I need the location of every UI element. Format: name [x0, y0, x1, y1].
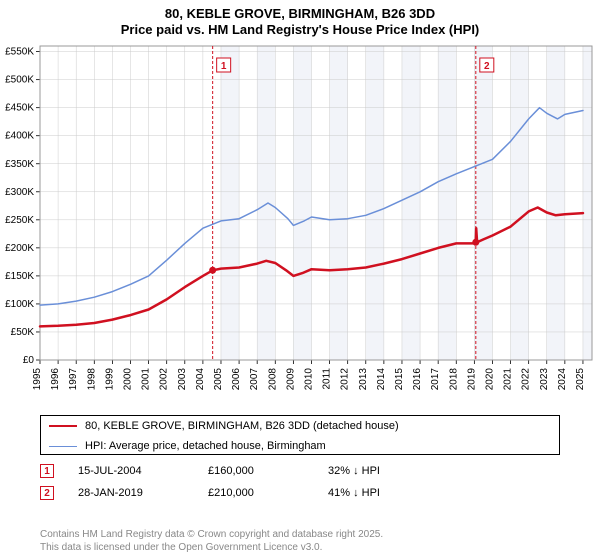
chart-title-address: 80, KEBLE GROVE, BIRMINGHAM, B26 3DD	[0, 6, 600, 22]
footer-line2: This data is licensed under the Open Gov…	[40, 542, 580, 555]
legend-row-subject: 80, KEBLE GROVE, BIRMINGHAM, B26 3DD (de…	[41, 416, 559, 436]
svg-text:£300K: £300K	[5, 187, 34, 198]
svg-text:2010: 2010	[303, 368, 314, 391]
svg-text:2015: 2015	[394, 368, 405, 391]
svg-text:1996: 1996	[50, 368, 61, 391]
svg-text:2000: 2000	[122, 368, 133, 391]
legend-row-hpi: HPI: Average price, detached house, Birm…	[41, 436, 559, 456]
svg-text:2019: 2019	[466, 368, 477, 391]
footer-attribution: Contains HM Land Registry data © Crown c…	[40, 529, 580, 554]
svg-text:2018: 2018	[448, 368, 459, 391]
legend: 80, KEBLE GROVE, BIRMINGHAM, B26 3DD (de…	[40, 415, 560, 455]
svg-text:1999: 1999	[104, 368, 115, 391]
sale-marker-1-icon: 1	[40, 464, 54, 478]
svg-text:£100K: £100K	[5, 299, 34, 310]
svg-text:2014: 2014	[376, 368, 387, 391]
svg-text:2006: 2006	[231, 368, 242, 391]
svg-text:2022: 2022	[521, 368, 532, 391]
svg-text:2023: 2023	[539, 368, 550, 391]
line-chart-svg: 1995 1996 1997 1998 1999 2000 2001 2002 2003 2004…	[0, 40, 600, 410]
svg-text:2008: 2008	[267, 368, 278, 391]
legend-swatch-hpi	[49, 446, 77, 447]
svg-text:2004: 2004	[195, 368, 206, 391]
svg-text:£50K: £50K	[11, 327, 35, 338]
sale-marker-2-icon: 2	[40, 486, 54, 500]
sale-1-price: £160,000	[208, 465, 328, 477]
svg-text:2016: 2016	[412, 368, 423, 391]
svg-text:2007: 2007	[249, 368, 260, 391]
legend-label-hpi: HPI: Average price, detached house, Birm…	[85, 440, 326, 452]
svg-text:1997: 1997	[68, 368, 79, 391]
svg-text:2025: 2025	[575, 368, 586, 391]
sale-1-date: 15-JUL-2004	[78, 465, 208, 477]
svg-text:1998: 1998	[86, 368, 97, 391]
svg-text:2: 2	[484, 61, 490, 72]
svg-text:£350K: £350K	[5, 159, 34, 170]
svg-text:£200K: £200K	[5, 243, 34, 254]
svg-text:£450K: £450K	[5, 103, 34, 114]
svg-text:2020: 2020	[484, 368, 495, 391]
svg-text:2024: 2024	[557, 368, 568, 391]
sale-2-delta: 41% ↓ HPI	[328, 487, 380, 499]
svg-text:2011: 2011	[322, 368, 333, 390]
sale-row-2: 2 28-JAN-2019 £210,000 41% ↓ HPI	[40, 484, 560, 502]
sale-2-price: £210,000	[208, 487, 328, 499]
svg-text:1995: 1995	[32, 368, 43, 391]
chart-title-block: 80, KEBLE GROVE, BIRMINGHAM, B26 3DD Pri…	[0, 0, 600, 39]
svg-text:2017: 2017	[430, 368, 441, 391]
sale-row-1: 1 15-JUL-2004 £160,000 32% ↓ HPI	[40, 462, 560, 480]
svg-text:2003: 2003	[177, 368, 188, 391]
svg-text:2021: 2021	[503, 368, 514, 391]
svg-text:£550K: £550K	[5, 47, 34, 58]
svg-text:£150K: £150K	[5, 271, 34, 282]
svg-text:2002: 2002	[159, 368, 170, 391]
svg-text:1: 1	[221, 61, 227, 72]
footer-line1: Contains HM Land Registry data © Crown c…	[40, 529, 580, 542]
svg-text:£400K: £400K	[5, 131, 34, 142]
sale-1-delta: 32% ↓ HPI	[328, 465, 380, 477]
chart-title-sub: Price paid vs. HM Land Registry's House …	[0, 22, 600, 38]
svg-text:£0: £0	[23, 355, 35, 366]
svg-text:2001: 2001	[141, 368, 152, 391]
svg-text:2013: 2013	[358, 368, 369, 391]
legend-swatch-subject	[49, 425, 77, 427]
svg-text:£250K: £250K	[5, 215, 34, 226]
chart-area: 1995 1996 1997 1998 1999 2000 2001 2002 2003 2004…	[0, 40, 600, 410]
svg-text:2009: 2009	[285, 368, 296, 391]
legend-label-subject: 80, KEBLE GROVE, BIRMINGHAM, B26 3DD (de…	[85, 420, 399, 432]
svg-text:2012: 2012	[340, 368, 351, 391]
svg-text:2005: 2005	[213, 368, 224, 391]
sale-2-date: 28-JAN-2019	[78, 487, 208, 499]
svg-text:£500K: £500K	[5, 75, 34, 86]
